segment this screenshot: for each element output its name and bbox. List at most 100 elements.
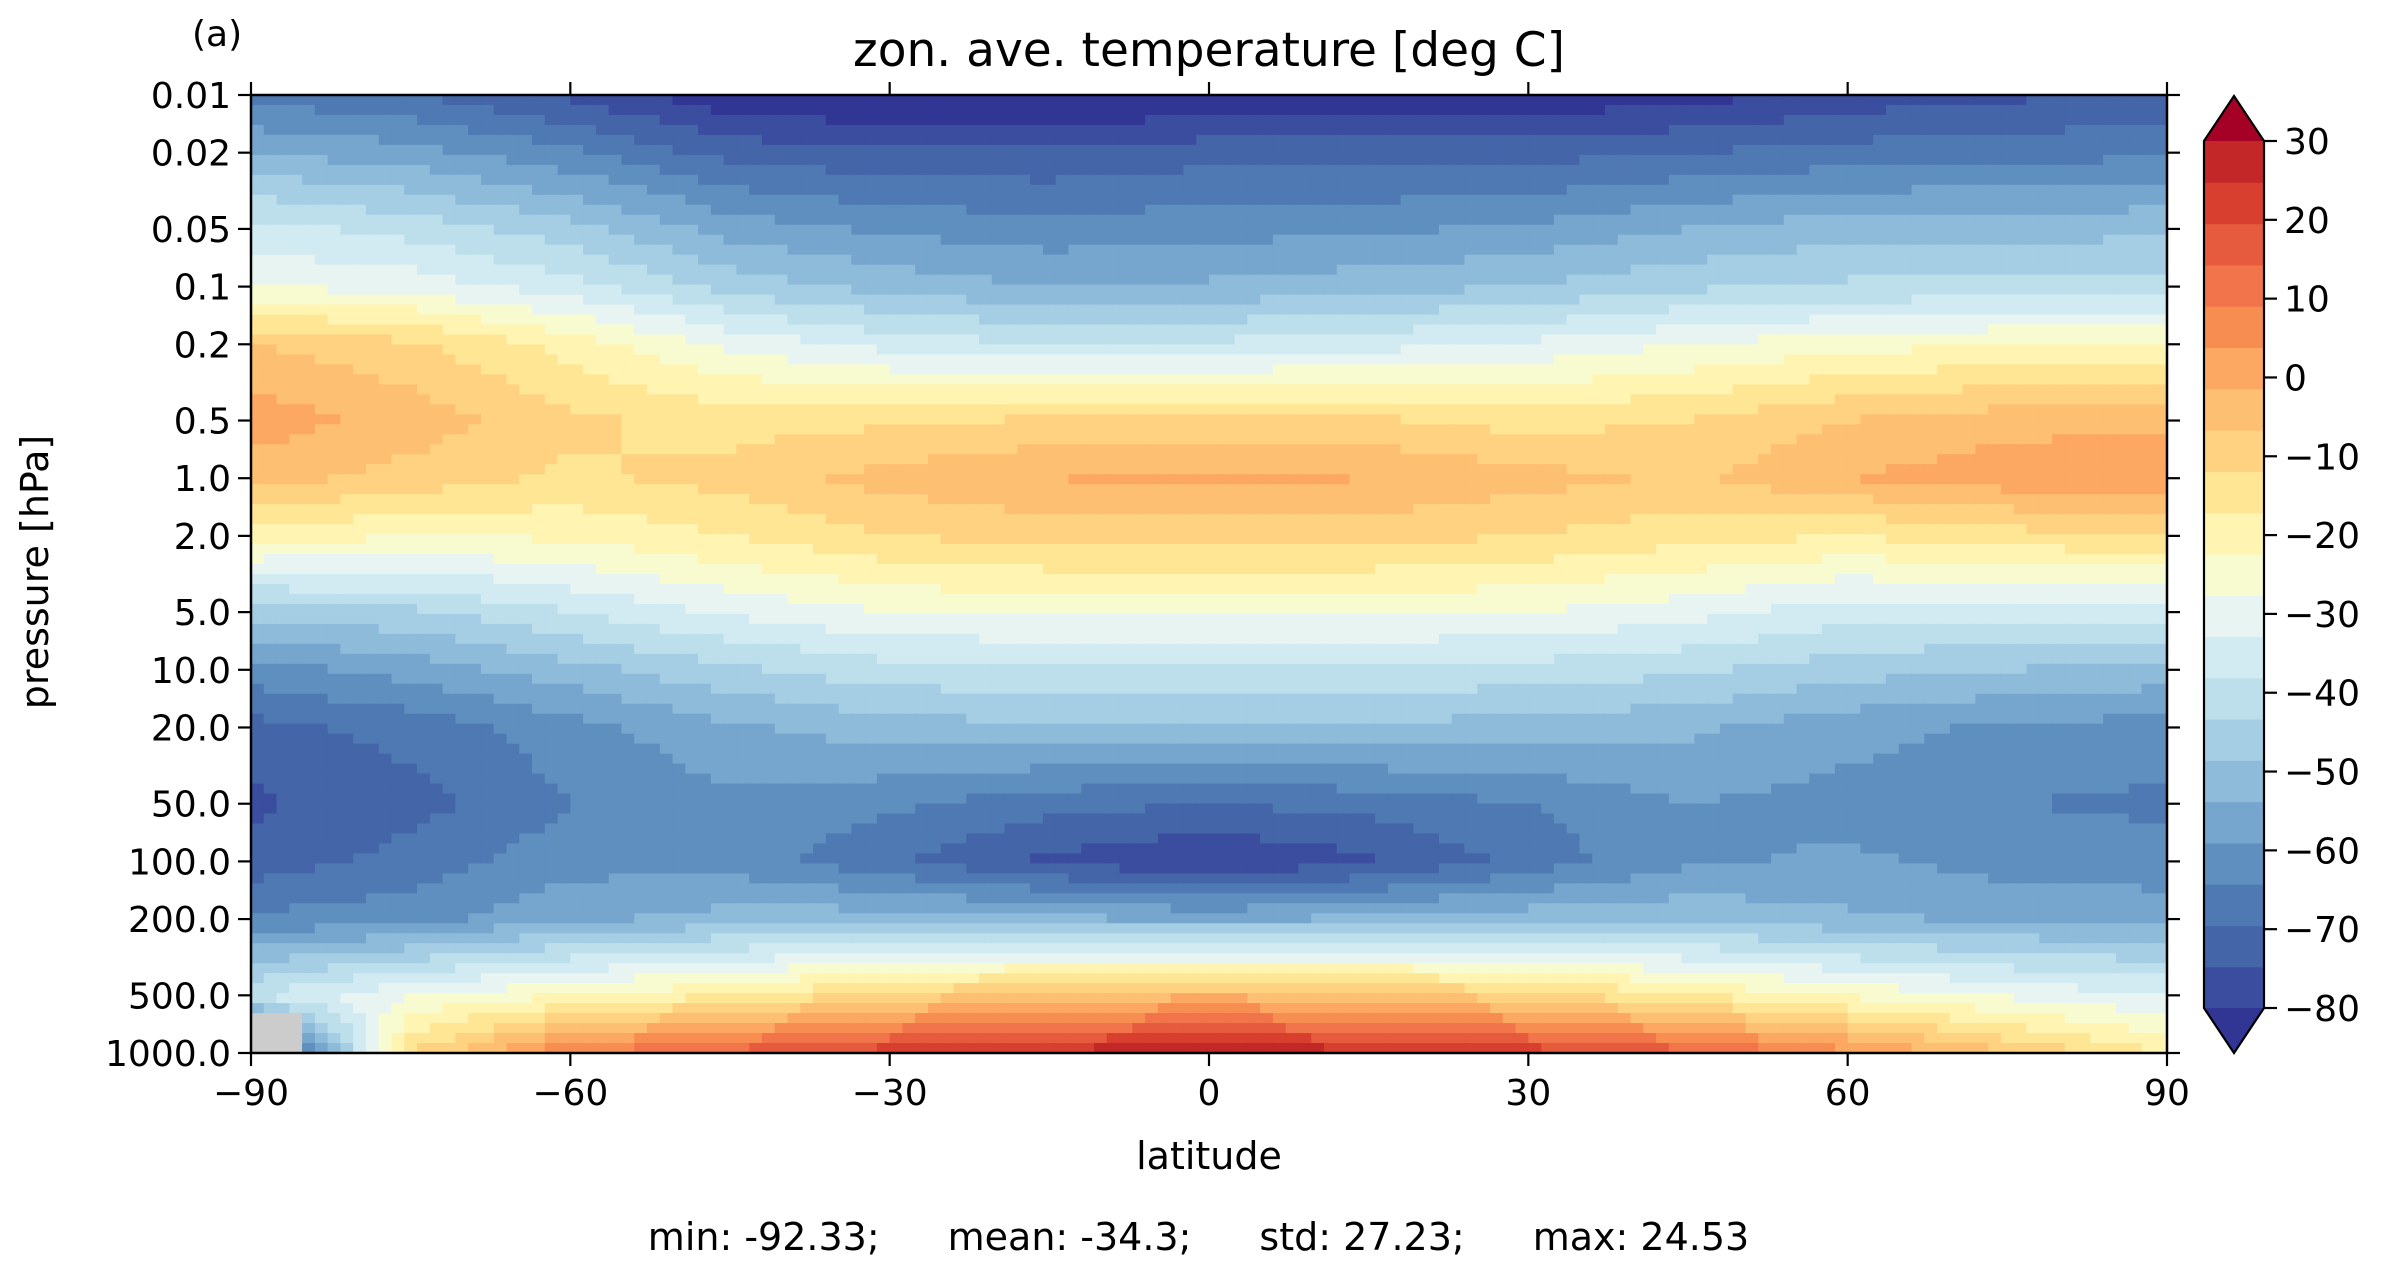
contour-cell bbox=[915, 334, 929, 346]
contour-cell bbox=[1668, 334, 1683, 346]
contour-cell bbox=[314, 404, 329, 415]
contour-cell bbox=[1438, 264, 1453, 276]
contour-cell bbox=[1285, 234, 1300, 246]
contour-cell bbox=[672, 174, 686, 186]
contour-cell bbox=[940, 124, 955, 136]
contour-cell bbox=[2026, 254, 2040, 266]
contour-cell bbox=[1490, 394, 1504, 405]
contour-cell bbox=[1834, 214, 1849, 226]
contour-cell bbox=[851, 224, 865, 236]
contour-cell bbox=[544, 114, 559, 126]
contour-cell bbox=[2103, 95, 2117, 106]
contour-cell bbox=[1119, 344, 1133, 356]
contour-cell bbox=[1042, 354, 1057, 366]
contour-cell bbox=[1349, 254, 1363, 266]
contour-cell bbox=[417, 224, 431, 236]
contour-cell bbox=[876, 264, 891, 276]
contour-cell bbox=[263, 124, 278, 136]
contour-cell bbox=[1272, 394, 1287, 405]
contour-cell bbox=[1898, 104, 1913, 116]
contour-cell bbox=[698, 194, 712, 206]
contour-cell bbox=[1911, 284, 1925, 296]
contour-cell bbox=[991, 414, 1006, 425]
contour-cell bbox=[1426, 104, 1440, 116]
contour-cell bbox=[1375, 324, 1389, 336]
contour-cell bbox=[404, 144, 418, 156]
contour-cell bbox=[698, 224, 712, 236]
contour-cell bbox=[544, 414, 559, 425]
contour-cell bbox=[1732, 164, 1747, 176]
contour-cell bbox=[813, 404, 827, 415]
contour-cell bbox=[417, 124, 431, 136]
contour-cell bbox=[800, 204, 814, 216]
contour-cell bbox=[1924, 234, 1938, 246]
contour-cell bbox=[2103, 294, 2117, 306]
contour-cell bbox=[1962, 95, 1976, 106]
contour-cell bbox=[1157, 174, 1172, 186]
contour-cell bbox=[2064, 264, 2079, 276]
contour-cell bbox=[1911, 264, 1925, 276]
contour-cell bbox=[1157, 134, 1172, 146]
contour-cell bbox=[2141, 274, 2155, 286]
contour-cell bbox=[876, 284, 891, 296]
contour-cell bbox=[1988, 164, 2002, 176]
contour-cell bbox=[570, 354, 584, 366]
contour-cell bbox=[1604, 354, 1619, 366]
contour-cell bbox=[1847, 174, 1862, 186]
contour-cell bbox=[813, 374, 827, 385]
contour-cell bbox=[1541, 304, 1555, 316]
contour-cell bbox=[621, 314, 635, 326]
contour-cell bbox=[365, 404, 380, 415]
contour-cell bbox=[1975, 184, 1989, 196]
contour-cell bbox=[1336, 114, 1351, 126]
contour-cell bbox=[1937, 384, 1951, 395]
contour-cell bbox=[1809, 214, 1823, 226]
contour-cell bbox=[927, 394, 942, 405]
contour-cell bbox=[1528, 134, 1542, 146]
contour-cell bbox=[353, 124, 367, 136]
contour-cell bbox=[1809, 284, 1823, 296]
contour-cell bbox=[442, 264, 456, 276]
contour-cell bbox=[314, 134, 329, 146]
contour-cell bbox=[876, 374, 891, 385]
contour-cell bbox=[493, 284, 508, 296]
contour-cell bbox=[1311, 124, 1325, 136]
contour-cell bbox=[1796, 284, 1810, 296]
contour-cell bbox=[1707, 284, 1721, 296]
contour-cell bbox=[1949, 324, 1964, 336]
contour-cell bbox=[1834, 364, 1849, 376]
contour-cell bbox=[1196, 264, 1210, 276]
contour-cell bbox=[1949, 134, 1964, 146]
contour-cell bbox=[1732, 364, 1747, 376]
contour-cell bbox=[1732, 324, 1747, 336]
contour-cell bbox=[1962, 194, 1976, 206]
contour-cell bbox=[1719, 364, 1734, 376]
contour-cell bbox=[1438, 274, 1453, 286]
contour-cell bbox=[506, 324, 520, 336]
contour-cell bbox=[1260, 324, 1274, 336]
contour-cell bbox=[1771, 404, 1785, 415]
contour-cell bbox=[1962, 144, 1976, 156]
contour-cell bbox=[1272, 334, 1287, 346]
contour-cell bbox=[1119, 144, 1133, 156]
contour-cell bbox=[838, 304, 852, 316]
contour-cell bbox=[1362, 214, 1376, 226]
contour-cell bbox=[774, 324, 789, 336]
contour-cell bbox=[1834, 114, 1849, 126]
contour-cell bbox=[749, 294, 763, 306]
contour-cell bbox=[1157, 404, 1172, 415]
contour-cell bbox=[1464, 254, 1478, 266]
contour-cell bbox=[1809, 154, 1823, 166]
contour-cell bbox=[1042, 174, 1057, 186]
contour-cell bbox=[2013, 184, 2028, 196]
contour-cell bbox=[1311, 234, 1325, 246]
contour-cell bbox=[429, 294, 444, 306]
contour-cell bbox=[1042, 114, 1057, 126]
contour-cell bbox=[634, 174, 648, 186]
contour-cell bbox=[2141, 314, 2155, 326]
contour-cell bbox=[1234, 214, 1248, 226]
contour-cell bbox=[902, 184, 916, 196]
contour-cell bbox=[1042, 334, 1057, 346]
contour-cell bbox=[800, 254, 814, 266]
contour-cell bbox=[1604, 164, 1619, 176]
